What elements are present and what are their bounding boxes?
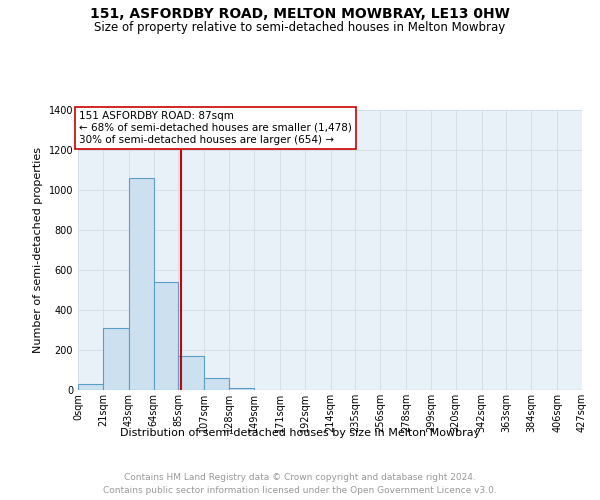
- Text: Size of property relative to semi-detached houses in Melton Mowbray: Size of property relative to semi-detach…: [94, 21, 506, 34]
- Text: 151 ASFORDBY ROAD: 87sqm
← 68% of semi-detached houses are smaller (1,478)
30% o: 151 ASFORDBY ROAD: 87sqm ← 68% of semi-d…: [79, 112, 352, 144]
- Bar: [229, 388, 254, 390]
- Bar: [103, 328, 129, 390]
- Bar: [78, 384, 103, 390]
- Text: Distribution of semi-detached houses by size in Melton Mowbray: Distribution of semi-detached houses by …: [120, 428, 480, 438]
- Y-axis label: Number of semi-detached properties: Number of semi-detached properties: [33, 147, 43, 353]
- Bar: [204, 378, 229, 390]
- Text: Contains HM Land Registry data © Crown copyright and database right 2024.
Contai: Contains HM Land Registry data © Crown c…: [103, 474, 497, 495]
- Bar: [129, 178, 154, 390]
- Bar: [154, 282, 178, 390]
- Bar: [178, 356, 204, 390]
- Text: 151, ASFORDBY ROAD, MELTON MOWBRAY, LE13 0HW: 151, ASFORDBY ROAD, MELTON MOWBRAY, LE13…: [90, 8, 510, 22]
